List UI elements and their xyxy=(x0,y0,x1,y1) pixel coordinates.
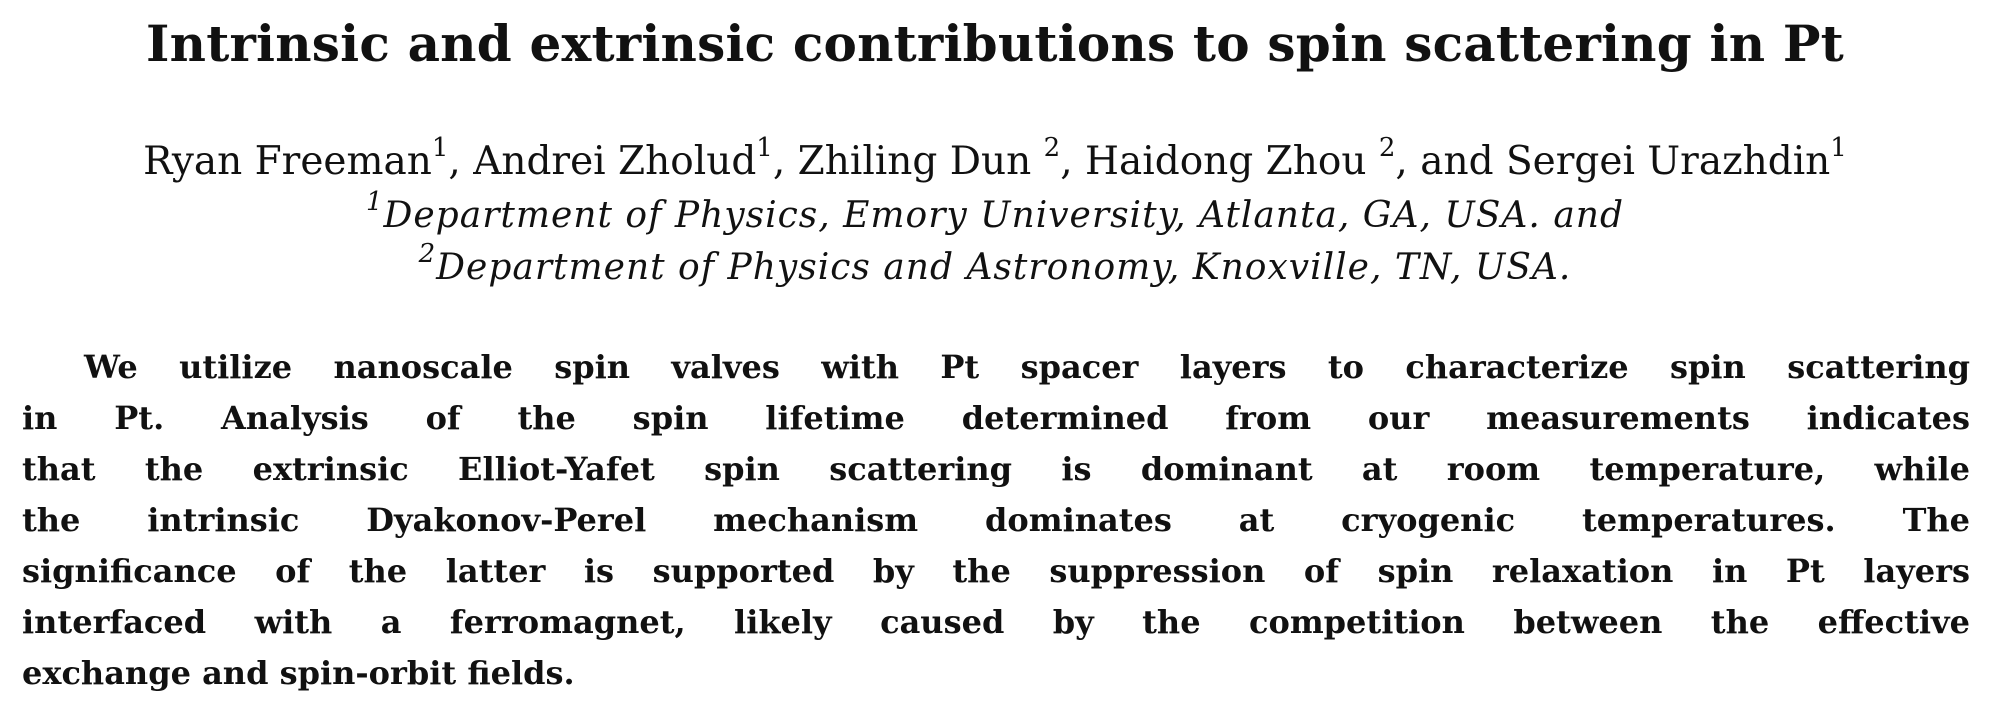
author-affiliation-mark: 1 xyxy=(431,133,449,163)
author-name: Zhiling Dun xyxy=(797,139,1044,184)
affiliation-text: Department of Physics and Astronomy, Kno… xyxy=(436,247,1572,288)
author-separator: , and xyxy=(1395,139,1506,184)
author-name: Ryan Freeman xyxy=(143,139,432,184)
abstract-line: We utilize nanoscale spin valves with Pt… xyxy=(84,348,1970,386)
affiliation-text: Department of Physics, Emory University,… xyxy=(383,195,1625,236)
author-separator: , xyxy=(772,139,798,184)
author-affiliation-mark: 1 xyxy=(756,133,773,163)
author-name: Andrei Zholud xyxy=(473,139,757,184)
author-affiliation-mark: 1 xyxy=(1830,133,1847,163)
author-list: Ryan Freeman1, Andrei Zholud1, Zhiling D… xyxy=(0,133,1990,188)
author-name: Haidong Zhou xyxy=(1085,139,1379,184)
abstract-line: in Pt. Analysis of the spin lifetime det… xyxy=(22,399,1970,437)
abstract-line: significance of the latter is supported … xyxy=(22,552,1970,590)
author-name: Sergei Urazhdin xyxy=(1505,139,1831,184)
abstract-line: the intrinsic Dyakonov-Perel mechanism d… xyxy=(22,501,1970,539)
abstract-line: exchange and spin-orbit fields. xyxy=(22,654,575,692)
author-affiliation-mark: 2 xyxy=(1378,133,1396,163)
abstract-line: that the extrinsic Elliot-Yafet spin sca… xyxy=(22,450,1970,488)
affiliation-mark: 2 xyxy=(418,239,437,269)
author-separator: , xyxy=(1060,139,1085,184)
author-affiliation-mark: 2 xyxy=(1043,133,1061,163)
affiliation-mark: 1 xyxy=(365,187,384,217)
affiliation-2: 2Department of Physics and Astronomy, Kn… xyxy=(0,241,1990,292)
affiliation-1: 1Department of Physics, Emory University… xyxy=(0,189,1990,240)
abstract-line: interfaced with a ferromagnet, likely ca… xyxy=(22,603,1970,641)
author-separator: , xyxy=(448,139,474,184)
paper-title: Intrinsic and extrinsic contributions to… xyxy=(146,14,1844,73)
abstract: We utilize nanoscale spin valves with Pt… xyxy=(22,342,1970,699)
